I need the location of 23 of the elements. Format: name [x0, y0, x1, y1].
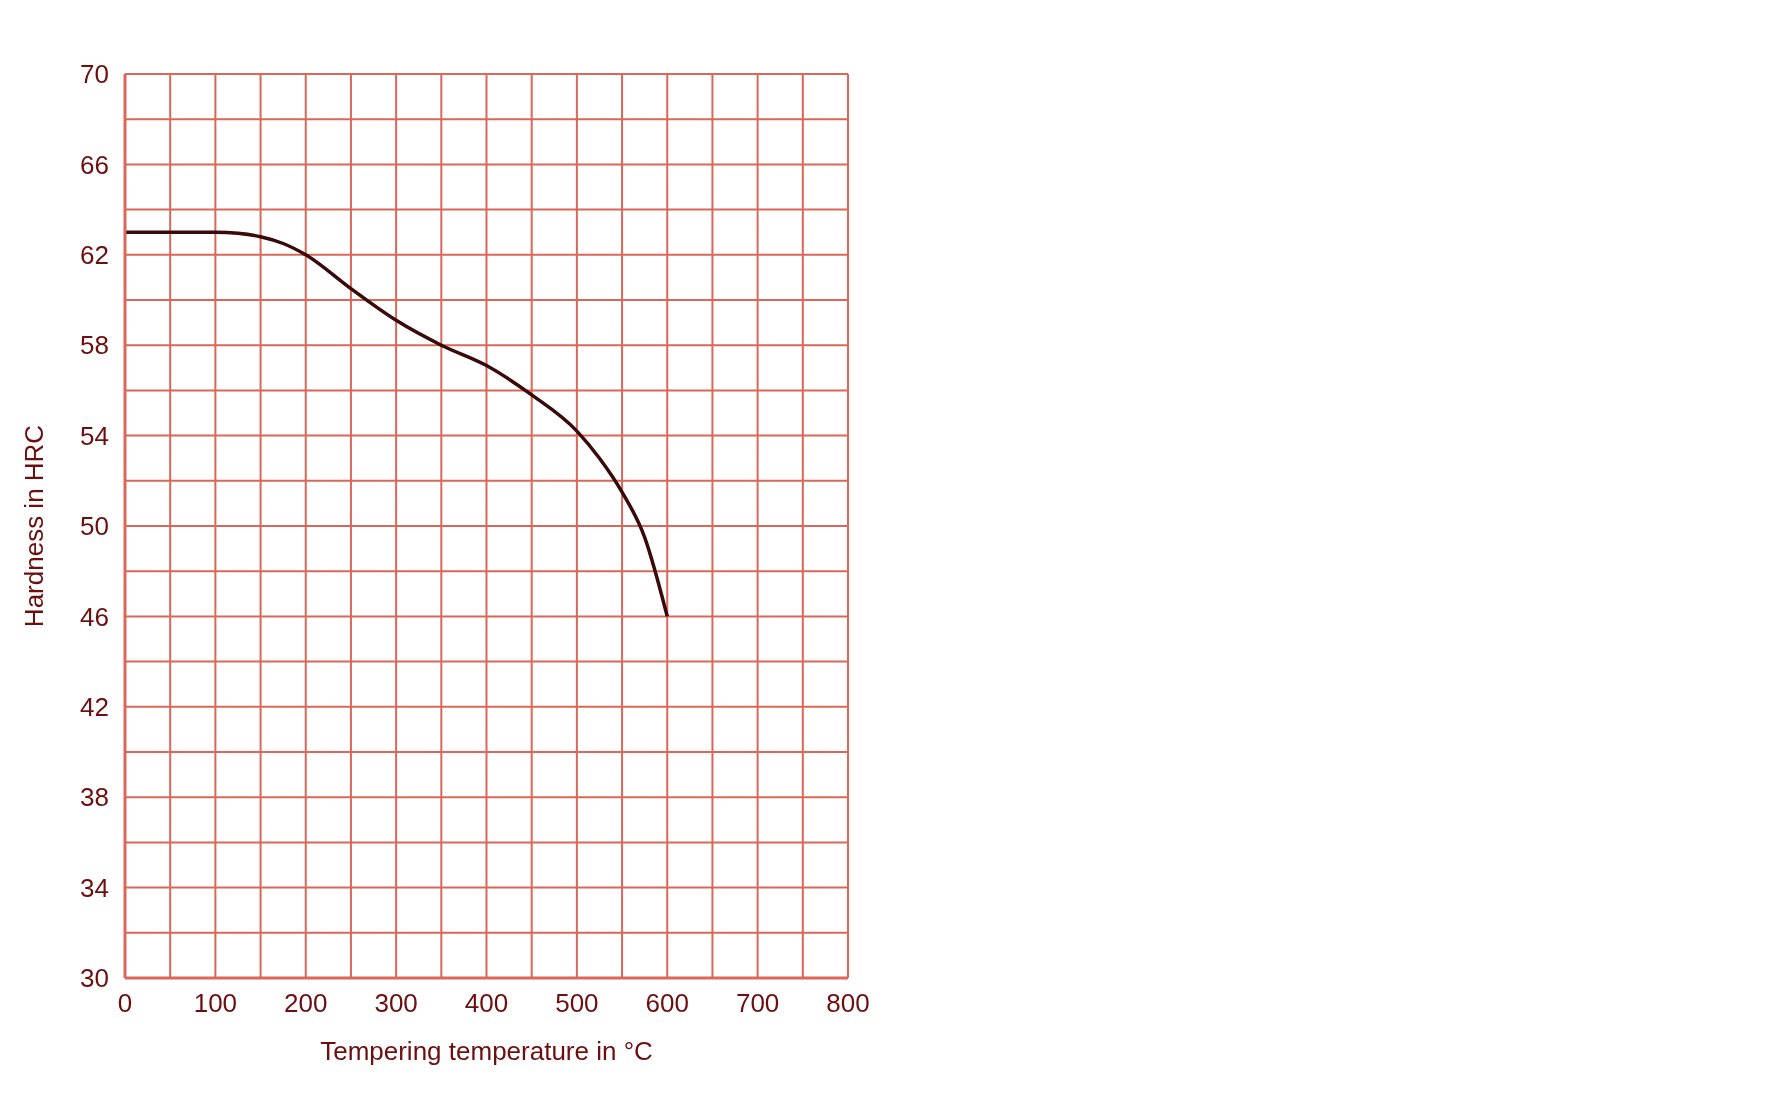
y-tick-label: 38: [80, 782, 109, 813]
y-tick-label: 46: [80, 601, 109, 632]
y-tick-label: 58: [80, 330, 109, 361]
x-tick-label: 700: [735, 988, 780, 1019]
y-axis-title: Hardness in HRC: [19, 424, 50, 628]
y-tick-label: 34: [80, 872, 109, 903]
y-tick-label: 66: [80, 149, 109, 180]
x-tick-label: 600: [645, 988, 689, 1019]
y-tick-label: 54: [80, 420, 109, 451]
x-tick-label: 200: [284, 988, 328, 1019]
x-axis-title: Tempering temperature in °C: [320, 1036, 653, 1066]
y-tick-label: 50: [80, 511, 109, 542]
y-tick-label: 30: [80, 963, 109, 994]
y-tick-label: 62: [80, 240, 109, 271]
line-series: [125, 230, 669, 619]
y-tick-label: 70: [80, 59, 109, 90]
x-tick-label: 100: [193, 988, 238, 1019]
y-tick-label: 42: [80, 692, 109, 723]
x-tick-label: 300: [374, 988, 418, 1019]
x-tick-label: 400: [464, 988, 509, 1019]
x-tick-label: 0: [117, 988, 133, 1019]
x-tick-label: 800: [826, 988, 870, 1019]
x-tick-label: 500: [555, 988, 599, 1019]
